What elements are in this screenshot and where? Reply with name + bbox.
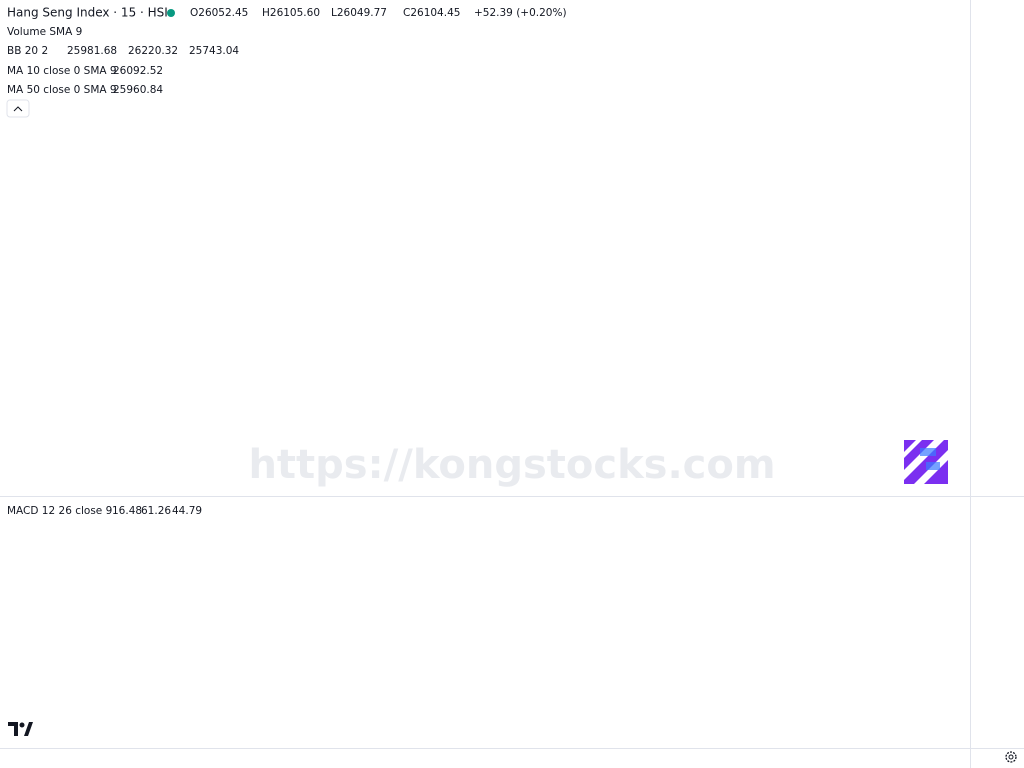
- bb-value: 25743.04: [189, 45, 239, 57]
- button-frame: [6, 99, 30, 118]
- chevron: [13, 106, 23, 112]
- bb-value: 26220.32: [128, 45, 178, 57]
- settings-button[interactable]: [1005, 751, 1017, 763]
- watermark: https://kongstocks.com: [248, 442, 775, 488]
- logo-part: [8, 722, 18, 736]
- macd-signal-value: 44.79: [172, 505, 202, 517]
- ohlc-high: H26105.60: [262, 7, 320, 19]
- tv-logo[interactable]: [8, 722, 33, 736]
- ohlc-low: L26049.77: [331, 7, 387, 19]
- symbol-title: Hang Seng Index · 15 · HSI: [7, 6, 168, 20]
- ohlc-open: O26052.45: [190, 7, 248, 19]
- ma50-value: 25960.84: [113, 84, 163, 96]
- logo-blocks: [920, 448, 940, 470]
- market-status[interactable]: [167, 9, 175, 17]
- macd-legend[interactable]: MACD 12 26 close 9: [7, 505, 112, 517]
- bb-legend[interactable]: BB 20 2: [7, 45, 48, 57]
- site-logo: [904, 440, 948, 484]
- ma10-legend[interactable]: MA 10 close 0 SMA 9: [7, 65, 117, 77]
- macd-hist-value: 16.48: [112, 505, 142, 517]
- ohlc-change: +52.39 (+0.20%): [474, 7, 567, 19]
- macd-value: 61.26: [141, 505, 171, 517]
- ma10-value: 26092.52: [113, 65, 163, 77]
- bb-value: 25981.68: [67, 45, 117, 57]
- logo-part: [24, 722, 33, 736]
- gear: [1005, 751, 1017, 763]
- volume-legend[interactable]: Volume SMA 9: [7, 26, 82, 38]
- logo-part: [19, 722, 25, 728]
- gear-hub: [1008, 754, 1014, 760]
- collapse-button[interactable]: [6, 99, 30, 118]
- ohlc-close: C26104.45: [403, 7, 460, 19]
- ma50-legend[interactable]: MA 50 close 0 SMA 9: [7, 84, 117, 96]
